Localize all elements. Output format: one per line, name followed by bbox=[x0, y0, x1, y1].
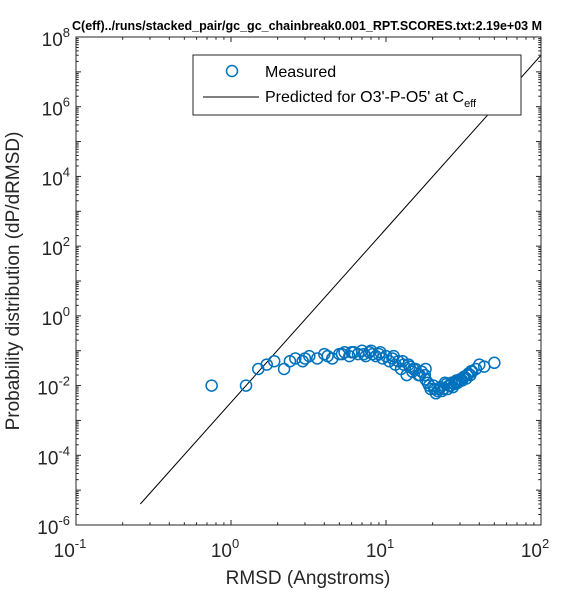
x-tick-label-base: 10 bbox=[211, 541, 232, 562]
x-tick-label: 101 bbox=[366, 536, 394, 562]
tick-layer bbox=[75, 36, 542, 526]
x-tick-label-base: 10 bbox=[521, 541, 542, 562]
measured-point bbox=[260, 358, 273, 371]
measured-point bbox=[335, 347, 349, 361]
x-tick-label-base: 10 bbox=[366, 541, 387, 562]
measured-point bbox=[289, 352, 302, 365]
measured-point bbox=[374, 346, 387, 359]
y-tick-label-base: 10 bbox=[37, 379, 58, 400]
x-tick-label-exponent: 2 bbox=[542, 536, 549, 551]
y-tick-label: 10-2 bbox=[37, 374, 70, 400]
measured-point bbox=[465, 364, 478, 378]
measured-point bbox=[396, 354, 409, 368]
legend-box bbox=[192, 54, 522, 116]
measured-point bbox=[277, 362, 291, 376]
predicted-line bbox=[139, 54, 541, 505]
legend-label-predicted-subscript: eff bbox=[464, 98, 477, 110]
y-tick-label-base: 10 bbox=[42, 100, 63, 121]
x-tick-label-base: 10 bbox=[54, 541, 75, 562]
y-tick-label-base: 10 bbox=[42, 239, 63, 260]
x-tick-label: 10-1 bbox=[54, 536, 87, 562]
legend-label-measured: Measured bbox=[265, 64, 336, 81]
y-axis-label: Probability distribution (dP/dRMSD) bbox=[3, 132, 24, 431]
y-tick-label-base: 10 bbox=[42, 169, 63, 190]
measured-point bbox=[431, 384, 444, 398]
y-tick-label: 10-4 bbox=[37, 443, 70, 469]
x-tick-label-exponent: 0 bbox=[232, 536, 239, 551]
y-tick-label-exponent: 2 bbox=[63, 234, 70, 249]
y-tick-label-exponent: 4 bbox=[63, 164, 70, 179]
x-tick-label: 100 bbox=[211, 536, 239, 562]
y-tick-label: 10-6 bbox=[37, 513, 70, 539]
y-tick-label-exponent: 6 bbox=[63, 95, 70, 110]
legend-label-predicted: Predicted for O3'-P-O5' at Ceff bbox=[265, 89, 477, 110]
measured-point bbox=[452, 375, 466, 388]
measured-point bbox=[345, 346, 358, 359]
x-tick-label: 102 bbox=[521, 536, 549, 562]
y-tick-label-base: 10 bbox=[42, 309, 63, 330]
y-tick-label-exponent: -4 bbox=[58, 443, 70, 458]
y-tick-label-exponent: -6 bbox=[58, 513, 70, 528]
measured-point bbox=[298, 352, 312, 365]
measured-point bbox=[321, 349, 334, 363]
y-tick-label: 108 bbox=[42, 25, 70, 51]
measured-point bbox=[364, 344, 378, 357]
chart-title: C(eff)../runs/stacked_pair/gc_gc_chainbr… bbox=[72, 19, 542, 33]
y-tick-label-exponent: 0 bbox=[63, 304, 70, 319]
y-tick-label: 102 bbox=[42, 234, 70, 260]
plot-background bbox=[76, 37, 541, 525]
measured-point bbox=[488, 356, 501, 370]
measured-point bbox=[428, 382, 441, 396]
measured-point bbox=[357, 347, 371, 361]
x-tick-label-exponent: 1 bbox=[387, 536, 394, 551]
y-tick-label: 106 bbox=[42, 95, 70, 121]
data-layer bbox=[139, 54, 541, 505]
legend-label-predicted-main: Predicted for O3'-P-O5' at C bbox=[265, 89, 464, 106]
legend-marker-measured bbox=[225, 64, 239, 78]
plot-area bbox=[75, 36, 542, 526]
measured-point bbox=[419, 362, 432, 376]
x-tick-label-exponent: -1 bbox=[75, 536, 87, 551]
measured-point bbox=[205, 379, 218, 392]
y-tick-label-base: 10 bbox=[42, 30, 63, 51]
measured-point bbox=[267, 354, 281, 368]
legend: Measured Predicted for O3'-P-O5' at Ceff bbox=[192, 54, 522, 116]
measured-point bbox=[418, 368, 432, 382]
y-tick-label-base: 10 bbox=[37, 448, 58, 469]
y-tick-label-exponent: 8 bbox=[63, 25, 70, 40]
x-axis-label: RMSD (Angstroms) bbox=[226, 568, 391, 589]
y-tick-label: 104 bbox=[42, 164, 70, 190]
measured-point bbox=[372, 347, 386, 361]
measured-point bbox=[461, 368, 474, 382]
y-tick-label: 100 bbox=[42, 304, 70, 330]
measured-point bbox=[239, 379, 253, 392]
y-tick-label-base: 10 bbox=[37, 518, 58, 539]
y-tick-label-exponent: -2 bbox=[58, 374, 70, 389]
